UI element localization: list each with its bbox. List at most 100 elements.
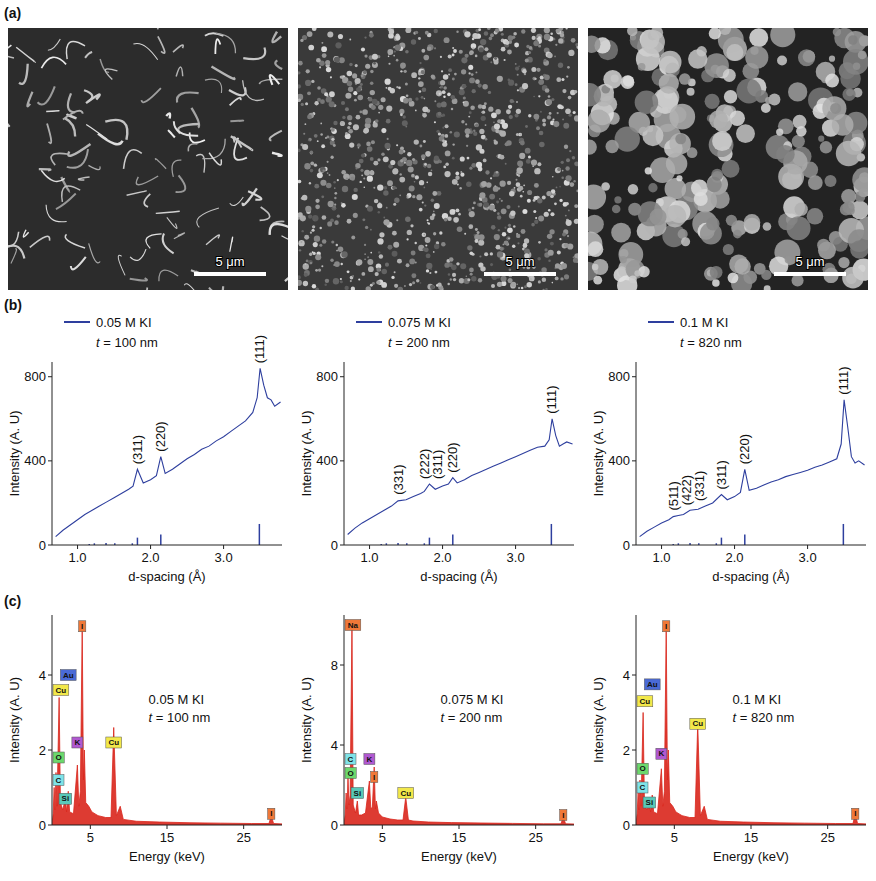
sem-grain <box>479 129 484 134</box>
sem-cluster <box>588 215 604 234</box>
sem-grain <box>494 123 500 129</box>
sem-flake <box>38 86 55 104</box>
sem-grain <box>473 132 477 136</box>
sem-grain <box>419 90 422 93</box>
sem-grain <box>547 234 552 239</box>
sem-grain <box>366 142 371 147</box>
sem-grain <box>367 146 373 152</box>
sem-grain <box>364 128 370 134</box>
sem-grain <box>505 41 509 45</box>
sem-flake <box>205 79 222 93</box>
sem-grain <box>496 171 499 174</box>
sem-grain <box>573 258 578 263</box>
y-axis <box>52 362 53 545</box>
sem-grain <box>442 90 446 94</box>
sem-grain <box>345 132 348 135</box>
y-tick <box>632 376 636 377</box>
sem-cluster <box>842 201 854 213</box>
sem-grain <box>574 115 578 121</box>
sem-grain <box>448 68 452 72</box>
sem-grain <box>298 240 304 246</box>
y-tick-label: 800 <box>316 369 338 384</box>
y-tick-label: 4 <box>331 738 338 753</box>
sem-grain <box>440 85 443 88</box>
sem-grain <box>372 54 378 60</box>
sem-grain <box>415 31 418 34</box>
sem-grain <box>428 172 432 176</box>
sem-cluster <box>736 124 755 143</box>
sem-flake <box>243 188 257 205</box>
sem-grain <box>411 72 417 78</box>
sem-grain <box>515 63 517 65</box>
sem-grain <box>531 223 535 227</box>
x-tick <box>827 825 828 829</box>
x-tick-label: 5 <box>87 830 94 845</box>
sem-grain <box>301 103 304 106</box>
sem-grain <box>537 198 542 203</box>
sem-grain <box>306 259 309 262</box>
sem-grain <box>500 180 506 186</box>
sem-grain <box>472 207 475 210</box>
sem-flake <box>275 61 282 69</box>
sem-grain <box>312 225 315 228</box>
sem-grain <box>510 282 516 288</box>
sem-grain <box>445 162 449 166</box>
sem-grain <box>480 39 486 45</box>
legend-label: 0.1 M KI <box>680 315 728 330</box>
peak-label: (111) <box>836 366 851 394</box>
sem-grain <box>517 174 519 176</box>
sem-flake <box>281 236 288 249</box>
sem-grain <box>566 220 572 226</box>
y-tick <box>48 545 52 546</box>
sem-grain <box>538 280 541 283</box>
sem-grain <box>443 95 446 98</box>
sem-grain <box>325 60 330 65</box>
y-axis-title: Intensity (A. U) <box>591 411 606 497</box>
sem-grain <box>490 33 494 37</box>
sem-grain <box>451 95 456 100</box>
sem-background <box>8 28 288 290</box>
element-marker <box>351 788 364 799</box>
sem-grain <box>418 77 420 79</box>
sem-flake <box>147 287 167 290</box>
sem-grain <box>503 59 505 61</box>
y-axis-title: Intensity (A. U) <box>7 677 22 763</box>
sem-grain <box>501 200 503 202</box>
plot-area <box>640 400 865 545</box>
sem-grain <box>544 74 550 80</box>
sem-grain <box>487 52 492 57</box>
sem-grain <box>381 97 386 102</box>
chart: 1.02.03.00400800d-spacing (Å)Intensity (… <box>7 315 283 585</box>
sem-grain <box>455 176 459 180</box>
plot-area <box>636 626 866 825</box>
sem-grain <box>505 163 507 165</box>
sem-grain <box>319 227 321 229</box>
sem-grain <box>474 122 479 127</box>
sem-grain <box>468 72 470 74</box>
sem-grain <box>309 253 312 256</box>
legend-subtitle: t = 100 nm <box>149 710 211 725</box>
sem-grain <box>506 205 510 209</box>
sem-grain <box>375 119 379 123</box>
sem-flake <box>211 67 234 79</box>
sem-grain <box>567 235 569 237</box>
element-marker-label: K <box>658 749 664 758</box>
sem-flake <box>67 149 88 168</box>
x-tick <box>150 545 151 549</box>
sem-grain <box>554 202 557 205</box>
sem-grain <box>348 129 353 134</box>
sem-flake <box>230 98 241 106</box>
sem-grain <box>376 280 380 284</box>
sem-grain <box>379 254 383 258</box>
sem-grain <box>494 185 496 187</box>
sem-grain <box>411 251 416 256</box>
sem-grain <box>421 154 426 159</box>
sem-grain <box>304 163 310 169</box>
sem-grain <box>459 278 464 283</box>
sem-grain <box>507 227 513 233</box>
sem-flake <box>188 144 197 152</box>
sem-grain <box>475 228 478 231</box>
x-tick-label: 1.0 <box>653 550 671 565</box>
sem-cluster <box>662 107 669 114</box>
sem-grain <box>349 143 354 148</box>
